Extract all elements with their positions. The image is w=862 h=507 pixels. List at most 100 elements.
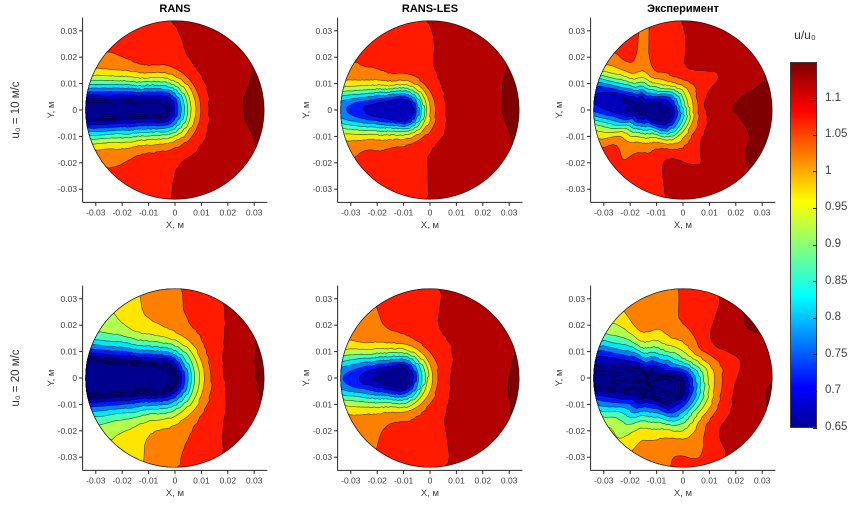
colorbar-tick [813,171,817,173]
y-tick-label: -0.01 [58,131,78,141]
contour-panel-experiment-u10: -0.03 -0.02 -0.01 0 0.01 0.02 0.03 -0.03 -0.02 -0… [554,3,776,231]
y-tick-label: -0.02 [58,158,78,168]
x-tick-label: -0.01 [394,475,414,485]
y-axis-label: Y, м [46,370,57,387]
y-tick-label: -0.03 [566,452,586,462]
contour-band [610,377,677,395]
x-tick-label: 0 [428,475,433,485]
y-tick-label: -0.01 [566,399,586,409]
colorbar-tick-label: 0.8 [825,311,841,324]
contour-panel-experiment-u20: -0.03 -0.02 -0.01 0 0.01 0.02 0.03 -0.03 -0.02 -0… [554,285,776,499]
y-tick-label: -0.03 [58,184,78,194]
colorbar-tick-label: 0.7 [825,384,841,397]
panel-title: RANS-LES [402,3,458,15]
contour-band [85,101,167,118]
x-axis-label: X, м [166,488,184,499]
y-tick-label: 0.01 [316,79,333,89]
y-tick-label: -0.02 [313,426,333,436]
x-tick-label: -0.01 [394,207,414,217]
y-axis-label: Y, м [301,370,312,387]
colorbar-tick [813,244,817,246]
x-tick-label: 0 [681,475,686,485]
x-tick-label: -0.01 [647,475,667,485]
contour-panel-rans-u20: -0.03 -0.02 -0.01 0 0.01 0.02 0.03 -0.03 -0.02 -0… [46,285,268,499]
x-tick-label: 0.03 [501,207,518,217]
y-tick-label: 0 [72,373,77,383]
x-tick-label: 0.02 [475,475,492,485]
x-tick-label: 0.02 [728,207,745,217]
x-tick-label: 0.01 [701,207,718,217]
y-tick-label: 0.01 [569,347,586,357]
y-tick-label: 0.02 [61,320,78,330]
y-tick-label: 0.03 [316,26,333,36]
y-tick-label: -0.02 [566,426,586,436]
colorbar-tick-label: 0.85 [825,274,848,287]
colorbar-tick-label: 0.95 [825,201,848,214]
x-tick-label: 0 [173,207,178,217]
y-tick-label: -0.01 [58,399,78,409]
x-tick-label: -0.02 [621,207,641,217]
y-tick-label: 0 [580,373,585,383]
x-tick-label: -0.03 [594,475,614,485]
x-tick-label: 0.02 [475,207,492,217]
colorbar-tick-label: 1.1 [825,91,841,104]
x-axis-label: X, м [421,488,439,499]
y-tick-label: -0.03 [58,452,78,462]
panel-title: RANS [159,3,190,15]
y-tick-label: 0.01 [61,79,78,89]
y-tick-label: -0.02 [566,158,586,168]
y-tick-label: -0.02 [58,426,78,436]
colorbar-tick [813,427,817,429]
y-tick-label: -0.01 [313,131,333,141]
x-tick-label: -0.01 [647,207,667,217]
x-tick-label: -0.03 [86,475,106,485]
x-tick-label: 0 [428,207,433,217]
colorbar-title: u/u₀ [794,28,816,42]
y-tick-label: 0.03 [569,294,586,304]
colorbar-tick-label: 1.05 [825,128,848,141]
y-tick-label: 0 [580,105,585,115]
x-tick-label: 0.03 [246,475,263,485]
x-tick-label: 0 [173,475,178,485]
y-tick-label: 0.02 [569,52,586,62]
x-axis-label: X, м [421,220,439,231]
colorbar-tick [813,134,817,136]
x-tick-label: -0.01 [139,475,159,485]
y-tick-label: 0.02 [316,320,333,330]
x-tick-label: -0.02 [368,207,388,217]
y-tick-label: -0.01 [566,131,586,141]
colorbar-tick-label: 0.65 [825,421,848,433]
y-tick-label: -0.03 [566,184,586,194]
y-tick-label: 0 [327,373,332,383]
x-tick-label: -0.03 [86,207,106,217]
x-tick-label: 0.03 [754,475,771,485]
x-tick-label: 0 [681,207,686,217]
row-label-u0-20ms: u₀ = 20 м/с [10,349,22,407]
x-tick-label: -0.01 [139,207,159,217]
x-tick-label: -0.02 [621,475,641,485]
y-tick-label: 0.02 [569,320,586,330]
panel-title: Эксперимент [647,3,719,15]
y-tick-label: -0.02 [313,158,333,168]
contour-panel-ransles-u10: -0.03 -0.02 -0.01 0 0.01 0.02 0.03 -0.03 -0.02 -0… [301,3,523,231]
x-tick-label: -0.02 [368,475,388,485]
x-tick-label: 0.01 [701,475,718,485]
y-tick-label: -0.01 [313,399,333,409]
y-axis-label: Y, м [554,102,565,119]
x-tick-label: -0.02 [113,207,133,217]
x-tick-label: -0.03 [341,207,361,217]
x-tick-label: 0.02 [728,475,745,485]
y-tick-label: 0.01 [61,347,78,357]
y-tick-label: -0.03 [313,452,333,462]
x-tick-label: 0.01 [193,207,210,217]
y-tick-label: 0.03 [61,26,78,36]
x-tick-label: 0.03 [246,207,263,217]
x-tick-label: 0.02 [220,475,237,485]
y-tick-label: 0.02 [61,52,78,62]
contour-panel-rans-u10: -0.03 -0.02 -0.01 0 0.01 0.02 0.03 -0.03 -0.02 -0… [46,3,268,231]
y-tick-label: 0.03 [316,294,333,304]
y-tick-label: 0 [72,105,77,115]
colorbar-tick-label: 1 [825,164,832,177]
contour-band [363,98,415,122]
colorbar-tick-label: 0.9 [825,238,841,250]
